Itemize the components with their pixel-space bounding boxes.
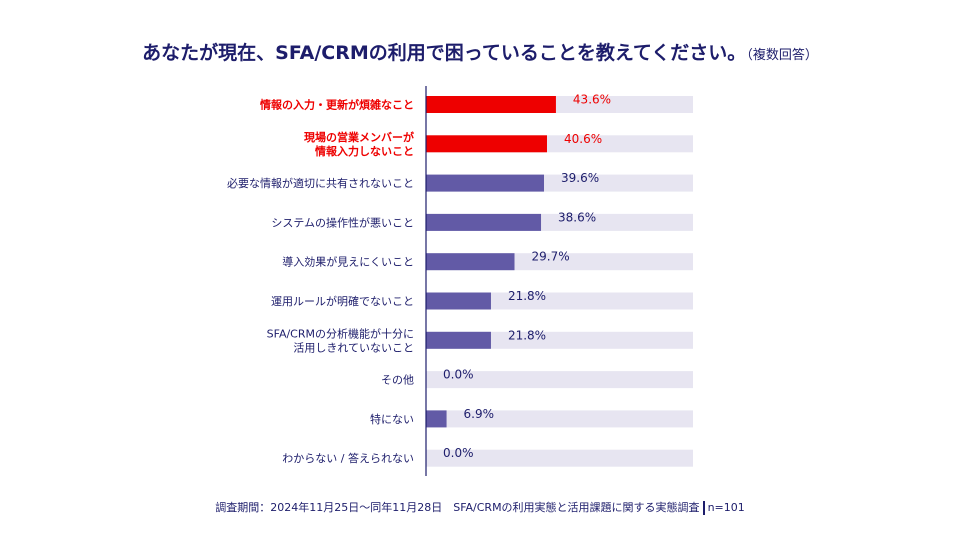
- category-label: その他: [381, 374, 414, 387]
- category-label: 運用ルールが明確でないこと: [271, 294, 414, 308]
- chart-title-text: あなたが現在、SFA/CRMの利用で困っていることを教えてください。: [142, 42, 747, 64]
- bar-track: [426, 292, 693, 310]
- value-label: 0.0%: [443, 446, 474, 460]
- value-label: 21.8%: [508, 328, 546, 342]
- bar: [426, 292, 491, 310]
- footer-sample-size: n=101: [707, 501, 745, 514]
- bar: [426, 331, 491, 349]
- bar: [426, 174, 545, 192]
- bar: [426, 253, 515, 271]
- bar: [426, 410, 447, 428]
- bar: [426, 135, 547, 153]
- value-label: 38.6%: [558, 210, 596, 224]
- value-label: 21.8%: [508, 289, 546, 303]
- bar-track: [426, 449, 693, 467]
- value-label: 40.6%: [564, 132, 602, 146]
- category-label: 情報入力しないこと: [315, 144, 414, 158]
- bar-track: [426, 371, 693, 389]
- category-label: SFA/CRMの分析機能が十分に: [267, 326, 414, 340]
- footer-separator: [702, 501, 705, 515]
- category-label: 導入効果が見えにくいこと: [282, 255, 414, 269]
- value-label: 6.9%: [464, 407, 495, 421]
- bar-track: [426, 331, 693, 349]
- category-label: わからない / 答えられない: [282, 451, 414, 465]
- survey-footer: 調査期間：2024年11月25日～同年11月28日 SFA/CRMの利用実態と活…: [0, 499, 960, 515]
- category-label: 情報の入力・更新が煩雑なこと: [260, 98, 414, 112]
- value-label: 0.0%: [443, 368, 474, 382]
- category-label: 活用しきれていないこと: [293, 341, 414, 354]
- category-label: 現場の営業メンバーが: [304, 130, 414, 144]
- category-label: 必要な情報が適切に共有されないこと: [227, 176, 414, 190]
- footer-survey: 調査期間：2024年11月25日～同年11月28日 SFA/CRMの利用実態と活…: [215, 501, 700, 514]
- value-label: 43.6%: [573, 93, 611, 107]
- value-label: 29.7%: [532, 250, 570, 264]
- value-label: 39.6%: [561, 171, 599, 185]
- chart-title-note: （複数回答）: [746, 48, 818, 63]
- bar: [426, 213, 542, 231]
- bar-track: [426, 410, 693, 428]
- category-label: 特にない: [370, 412, 414, 426]
- category-label: システムの操作性が悪いこと: [271, 215, 414, 229]
- chart-title: あなたが現在、SFA/CRMの利用で困っていることを教えてください。（複数回答）: [0, 38, 960, 65]
- bar: [426, 96, 556, 113]
